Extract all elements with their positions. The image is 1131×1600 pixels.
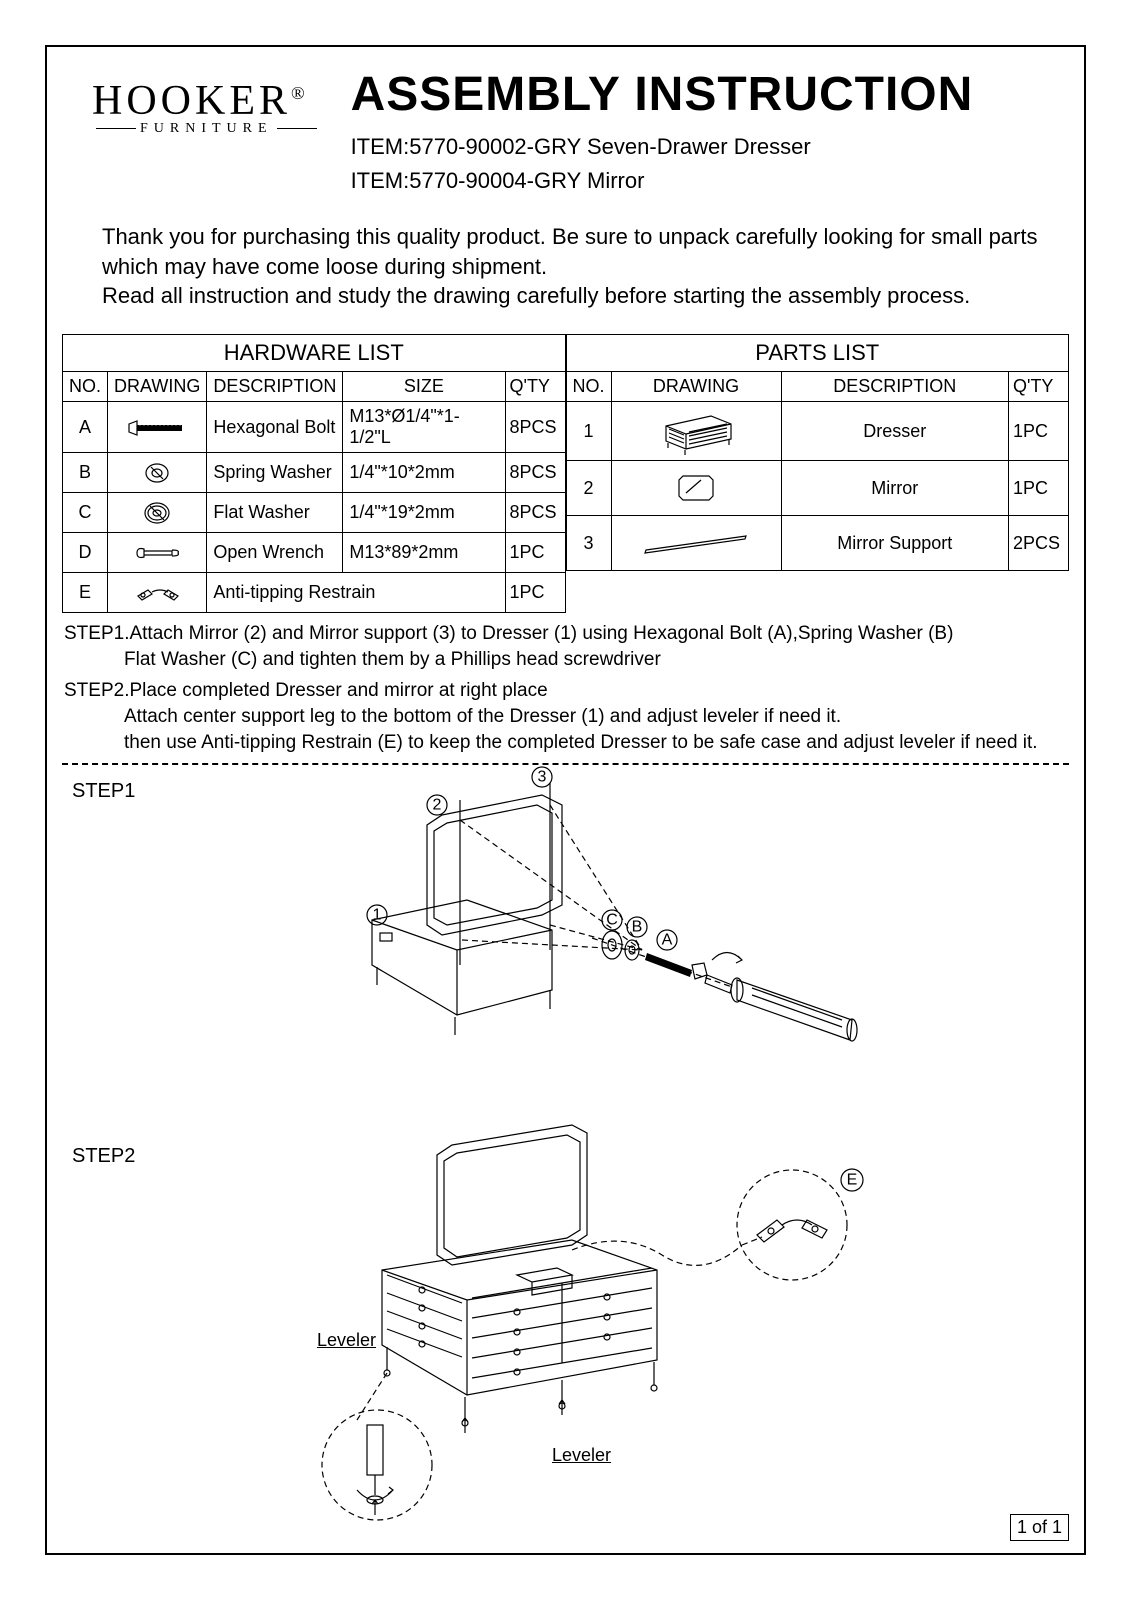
parts-title: PARTS LIST: [566, 335, 1069, 372]
restrain-icon: [108, 573, 207, 613]
p-3-no: 3: [566, 516, 611, 571]
p-1-no: 1: [566, 402, 611, 461]
hw-h-draw: DRAWING: [108, 372, 207, 402]
step1-line1: STEP1.Attach Mirror (2) and Mirror suppo…: [64, 621, 1067, 647]
brand-logo: HOOKER® FURNITURE: [92, 77, 321, 137]
p-h-desc: DESCRIPTION: [781, 372, 1008, 402]
p-1-desc: Dresser: [781, 402, 1008, 461]
callout-b: B: [632, 919, 643, 936]
p-1-qty: 1PC: [1009, 402, 1069, 461]
page-border: HOOKER® FURNITURE ASSEMBLY INSTRUCTION I…: [45, 45, 1086, 1555]
step2-line2: Attach center support leg to the bottom …: [64, 704, 1067, 730]
callout-a: A: [662, 932, 673, 949]
hw-b-qty: 8PCS: [505, 453, 565, 493]
hw-h-desc: DESCRIPTION: [207, 372, 343, 402]
table-row: 3 Mirror Support 2PCS: [566, 516, 1069, 571]
hw-d-size: M13*89*2mm: [343, 533, 505, 573]
title-block: ASSEMBLY INSTRUCTION ITEM:5770-90002-GRY…: [351, 67, 1039, 202]
hw-c-no: C: [63, 493, 108, 533]
hw-a-desc: Hexagonal Bolt: [207, 402, 343, 453]
callout-1: 1: [373, 907, 382, 924]
hw-h-qty: Q'TY: [505, 372, 565, 402]
hw-e-no: E: [63, 573, 108, 613]
parts-table-wrap: PARTS LIST NO. DRAWING DESCRIPTION Q'TY …: [566, 334, 1070, 613]
hw-b-no: B: [63, 453, 108, 493]
hw-d-qty: 1PC: [505, 533, 565, 573]
step2-label: STEP2: [72, 1145, 135, 1168]
intro-line-1: Thank you for purchasing this quality pr…: [102, 222, 1039, 281]
p-2-no: 2: [566, 461, 611, 516]
table-row: C Flat Washer 1/4"*19*2mm 8PCS: [63, 493, 566, 533]
step2-diagram: E: [262, 1115, 1042, 1575]
p-h-draw: DRAWING: [611, 372, 781, 402]
bolt-icon: [108, 402, 207, 453]
intro-text: Thank you for purchasing this quality pr…: [62, 202, 1069, 326]
callout-2: 2: [433, 797, 442, 814]
hw-a-qty: 8PCS: [505, 402, 565, 453]
callout-c: C: [606, 912, 618, 929]
hw-e-qty: 1PC: [505, 573, 565, 613]
p-3-desc: Mirror Support: [781, 516, 1008, 571]
registered-icon: ®: [291, 83, 309, 103]
p-2-qty: 1PC: [1009, 461, 1069, 516]
wrench-icon: [108, 533, 207, 573]
step1-diagram: 1 2 3 C B A: [312, 765, 1062, 1165]
hw-d-no: D: [63, 533, 108, 573]
table-row: E Anti-tipping Restrain 1PC: [63, 573, 566, 613]
header: HOOKER® FURNITURE ASSEMBLY INSTRUCTION I…: [62, 67, 1069, 202]
hardware-header-row: NO. DRAWING DESCRIPTION SIZE Q'TY: [63, 372, 566, 402]
p-h-qty: Q'TY: [1009, 372, 1069, 402]
page-number: 1 of 1: [1010, 1514, 1069, 1541]
item-line-2: ITEM:5770-90004-GRY Mirror: [351, 168, 1039, 194]
table-row: A Hexagonal Bolt M13*Ø1/4"*1-1/2"L 8PCS: [63, 402, 566, 453]
spring-washer-icon: [108, 453, 207, 493]
hw-b-size: 1/4"*10*2mm: [343, 453, 505, 493]
callout-e: E: [847, 1172, 858, 1189]
step1-label: STEP1: [72, 780, 135, 803]
table-row: 2 Mirror 1PC: [566, 461, 1069, 516]
logo-subtitle: FURNITURE: [92, 121, 321, 137]
logo-main-text: HOOKER®: [92, 77, 321, 125]
hw-e-desc: Anti-tipping Restrain: [207, 573, 505, 613]
flat-washer-icon: [108, 493, 207, 533]
table-row: 1 Dresser 1PC: [566, 402, 1069, 461]
hw-h-no: NO.: [63, 372, 108, 402]
hw-d-desc: Open Wrench: [207, 533, 343, 573]
p-2-desc: Mirror: [781, 461, 1008, 516]
logo-text: HOOKER: [92, 78, 291, 124]
p-3-qty: 2PCS: [1009, 516, 1069, 571]
hardware-title: HARDWARE LIST: [63, 335, 566, 372]
dresser-icon: [611, 402, 781, 461]
leveler-label-2: Leveler: [552, 1445, 611, 1466]
step1-line2: Flat Washer (C) and tighten them by a Ph…: [64, 647, 1067, 673]
table-row: D Open Wrench M13*89*2mm 1PC: [63, 533, 566, 573]
hw-h-size: SIZE: [343, 372, 505, 402]
hw-c-desc: Flat Washer: [207, 493, 343, 533]
table-row: B Spring Washer 1/4"*10*2mm 8PCS: [63, 453, 566, 493]
hw-b-desc: Spring Washer: [207, 453, 343, 493]
support-icon: [611, 516, 781, 571]
hw-a-size: M13*Ø1/4"*1-1/2"L: [343, 402, 505, 453]
page-title: ASSEMBLY INSTRUCTION: [351, 67, 1039, 122]
parts-table: PARTS LIST NO. DRAWING DESCRIPTION Q'TY …: [566, 334, 1070, 571]
callout-3: 3: [538, 769, 547, 786]
step2-line3: then use Anti-tipping Restrain (E) to ke…: [64, 730, 1067, 756]
item-line-1: ITEM:5770-90002-GRY Seven-Drawer Dresser: [351, 134, 1039, 160]
hardware-table-wrap: HARDWARE LIST NO. DRAWING DESCRIPTION SI…: [62, 334, 566, 613]
hardware-table: HARDWARE LIST NO. DRAWING DESCRIPTION SI…: [62, 334, 566, 613]
parts-header-row: NO. DRAWING DESCRIPTION Q'TY: [566, 372, 1069, 402]
hw-a-no: A: [63, 402, 108, 453]
step2-line1: STEP2.Place completed Dresser and mirror…: [64, 678, 1067, 704]
p-h-no: NO.: [566, 372, 611, 402]
diagram-area: STEP1 STEP2: [62, 765, 1069, 1585]
hw-c-size: 1/4"*19*2mm: [343, 493, 505, 533]
leveler-label-1: Leveler: [317, 1330, 376, 1351]
hw-c-qty: 8PCS: [505, 493, 565, 533]
intro-line-2: Read all instruction and study the drawi…: [102, 281, 1039, 311]
steps-text: STEP1.Attach Mirror (2) and Mirror suppo…: [62, 613, 1069, 765]
mirror-icon: [611, 461, 781, 516]
tables-row: HARDWARE LIST NO. DRAWING DESCRIPTION SI…: [62, 334, 1069, 613]
